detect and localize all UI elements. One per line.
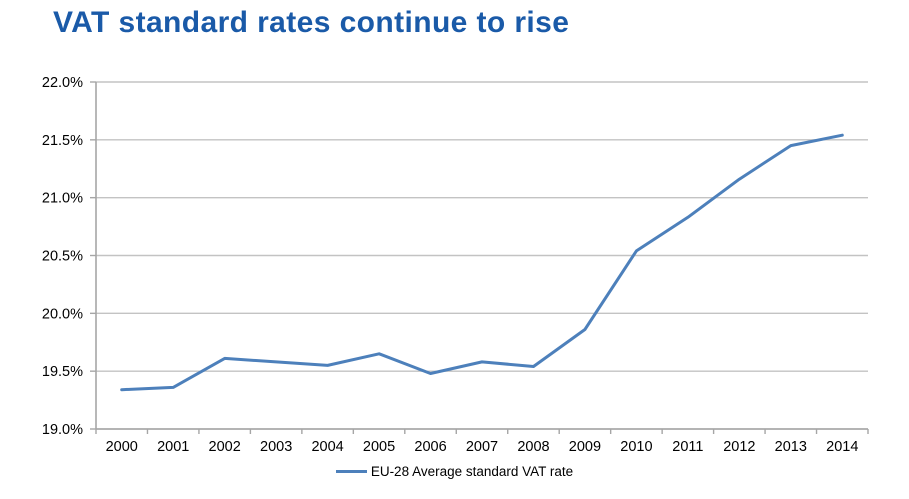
y-tick-label: 20.0% <box>42 306 83 322</box>
x-tick-label: 2008 <box>517 439 549 455</box>
page-title: VAT standard rates continue to rise <box>53 6 570 39</box>
y-tick-label: 19.0% <box>42 422 83 438</box>
x-tick-label: 2012 <box>723 439 755 455</box>
legend-line-swatch <box>335 470 367 473</box>
x-tick-label: 2006 <box>414 439 446 455</box>
chart-legend: EU-28 Average standard VAT rate <box>0 464 909 479</box>
x-tick-label: 2000 <box>106 439 138 455</box>
y-tick-label: 19.5% <box>42 364 83 380</box>
x-tick-label: 2014 <box>826 439 858 455</box>
x-tick-label: 2004 <box>311 439 343 455</box>
vat-rate-line <box>120 133 844 392</box>
legend-label: EU-28 Average standard VAT rate <box>370 464 574 479</box>
y-tick-label: 20.5% <box>42 249 83 265</box>
x-tick-label: 2001 <box>157 439 189 455</box>
x-tick-label: 2009 <box>569 439 601 455</box>
x-tick-label: 2010 <box>620 439 652 455</box>
x-tick-label: 2003 <box>260 439 292 455</box>
y-tick-label: 21.5% <box>42 133 83 149</box>
y-tick-label: 21.0% <box>42 191 83 207</box>
x-tick-label: 2013 <box>775 439 807 455</box>
x-tick-label: 2007 <box>466 439 498 455</box>
x-tick-label: 2011 <box>672 439 703 455</box>
x-tick-label: 2005 <box>363 439 395 455</box>
vat-line-chart: 19.0% 19.5% 20.0% 20.5% 21.0% 21.5% 22.0% 2000 2… <box>42 75 869 455</box>
y-tick-label: 22.0% <box>42 75 83 91</box>
x-tick-label: 2002 <box>209 439 241 455</box>
